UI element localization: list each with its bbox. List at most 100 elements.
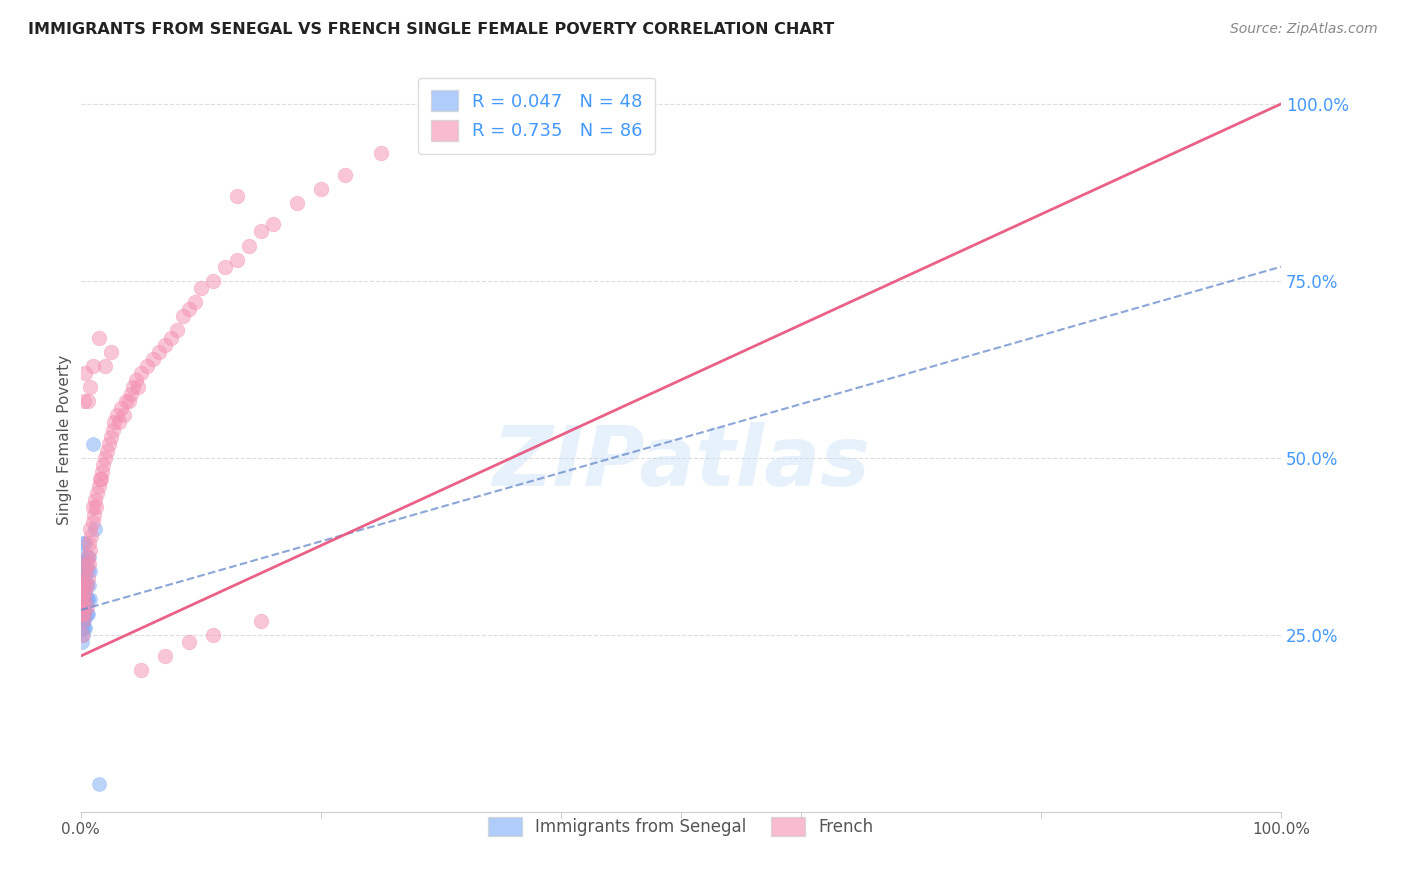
Point (72, 571, 94, 585)
Point (76, 607, 98, 621)
Point (93, 359, 115, 373)
Point (84, 500, 107, 515)
Point (76, 599, 98, 614)
Point (75, 564, 97, 578)
Point (79, 564, 101, 578)
Point (73, 592, 96, 607)
Text: ZIPatlas: ZIPatlas (492, 422, 870, 503)
Point (73, 557, 96, 571)
Point (70, 592, 93, 607)
Point (75, 585, 97, 599)
Point (120, 387, 142, 401)
Point (201, 274, 224, 288)
Point (370, 146, 392, 161)
Point (70, 607, 93, 621)
Point (76, 549, 98, 564)
Point (76, 564, 98, 578)
Point (333, 168, 356, 182)
Point (238, 238, 260, 252)
Point (75, 564, 97, 578)
Point (91, 458, 114, 472)
Point (201, 628, 224, 642)
Point (84, 522, 107, 536)
Point (79, 380, 101, 394)
Point (76, 607, 98, 621)
Point (70, 571, 93, 585)
Point (96, 443, 118, 458)
Text: IMMIGRANTS FROM SENEGAL VS FRENCH SINGLE FEMALE POVERTY CORRELATION CHART: IMMIGRANTS FROM SENEGAL VS FRENCH SINGLE… (28, 22, 834, 37)
Point (75, 536, 97, 550)
Point (526, 132, 548, 146)
Point (249, 614, 271, 628)
Point (249, 224, 271, 238)
Point (87, 479, 110, 493)
Point (87, 776, 110, 790)
Point (177, 302, 200, 317)
Point (76, 592, 98, 607)
Point (153, 649, 176, 664)
Point (73, 607, 96, 621)
Point (76, 592, 98, 607)
Point (72, 628, 94, 642)
Point (108, 416, 131, 430)
Point (76, 578, 98, 592)
Point (75, 578, 97, 592)
Point (70, 607, 93, 621)
Point (70, 621, 93, 635)
Point (70, 628, 93, 642)
Point (135, 359, 157, 373)
Point (70, 635, 93, 649)
Point (75, 592, 97, 607)
Point (73, 592, 96, 607)
Point (115, 394, 138, 409)
Point (166, 323, 188, 337)
Point (84, 493, 107, 508)
Point (89, 472, 111, 486)
Point (76, 549, 98, 564)
Point (225, 189, 247, 203)
Point (72, 549, 94, 564)
Point (101, 423, 124, 437)
Point (70, 578, 93, 592)
Point (72, 599, 94, 614)
Point (93, 450, 115, 465)
Point (82, 515, 104, 529)
Point (72, 585, 94, 599)
Point (73, 394, 96, 409)
Point (122, 380, 145, 394)
Point (83, 508, 105, 522)
Point (100, 430, 122, 444)
Point (190, 281, 212, 295)
Point (82, 500, 104, 515)
Point (72, 614, 94, 628)
Point (129, 366, 152, 380)
Point (125, 373, 148, 387)
Point (73, 599, 96, 614)
Y-axis label: Single Female Poverty: Single Female Poverty (58, 355, 72, 525)
Point (77, 578, 100, 592)
Point (141, 351, 163, 366)
Point (110, 401, 132, 416)
Point (73, 607, 96, 621)
Point (159, 330, 181, 344)
Point (73, 578, 96, 592)
Point (79, 522, 101, 536)
Point (72, 599, 94, 614)
Point (103, 416, 125, 430)
Point (153, 337, 176, 351)
Point (79, 543, 101, 558)
Point (86, 486, 108, 500)
Point (72, 564, 94, 578)
Point (70, 599, 93, 614)
Point (70, 614, 93, 628)
Point (73, 621, 96, 635)
Point (100, 344, 122, 359)
Point (105, 409, 128, 423)
Point (72, 592, 94, 607)
Point (75, 366, 97, 380)
Point (129, 663, 152, 677)
Point (73, 614, 96, 628)
Point (117, 394, 139, 409)
Point (225, 252, 247, 267)
Point (70, 592, 93, 607)
